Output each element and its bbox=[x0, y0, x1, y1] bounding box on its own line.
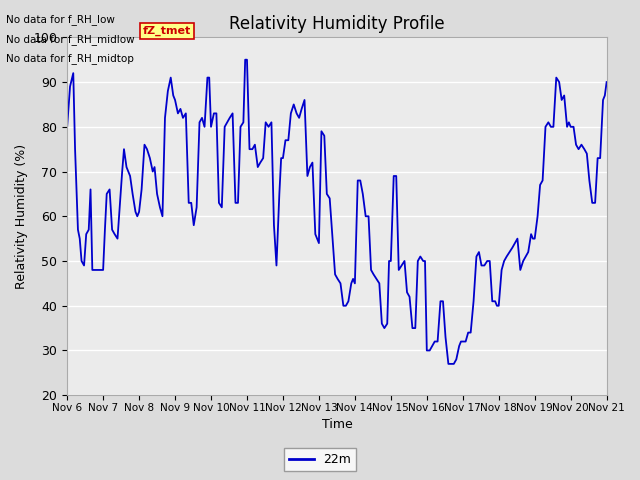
Text: No data for f_RH_midtop: No data for f_RH_midtop bbox=[6, 53, 134, 64]
Text: No data for f_RH_low: No data for f_RH_low bbox=[6, 14, 115, 25]
Text: No data for f_RH_midlow: No data for f_RH_midlow bbox=[6, 34, 135, 45]
X-axis label: Time: Time bbox=[321, 419, 352, 432]
Title: Relativity Humidity Profile: Relativity Humidity Profile bbox=[229, 15, 445, 33]
Y-axis label: Relativity Humidity (%): Relativity Humidity (%) bbox=[15, 144, 28, 289]
Legend: 22m: 22m bbox=[284, 448, 356, 471]
Text: fZ_tmet: fZ_tmet bbox=[143, 26, 191, 36]
